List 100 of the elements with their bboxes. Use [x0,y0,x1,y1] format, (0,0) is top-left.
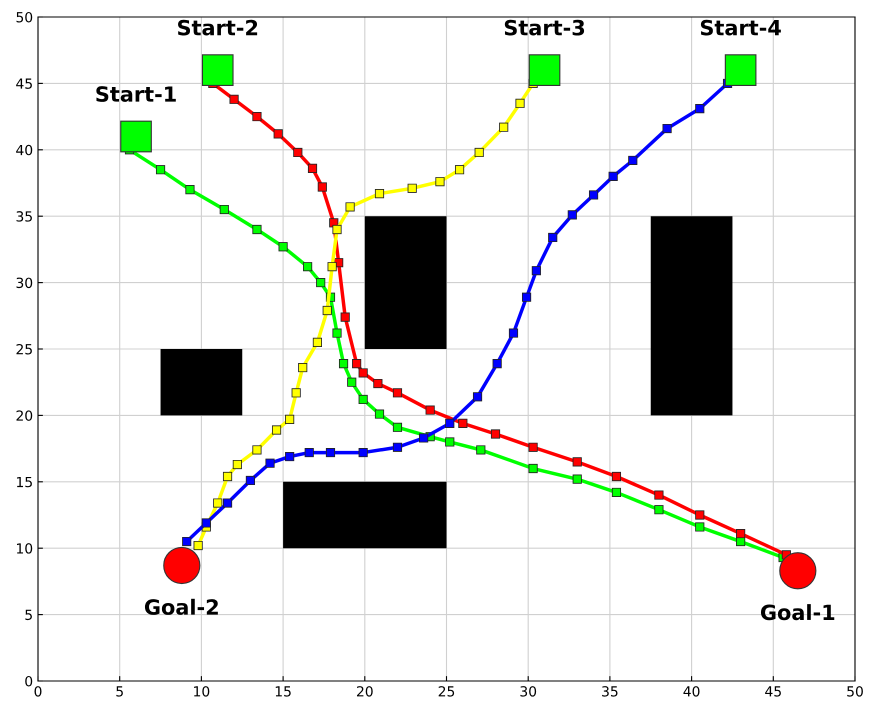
point [220,204,229,214]
point [508,328,518,338]
point [490,429,500,439]
y-tick-label: 10 [16,543,32,554]
point [408,184,417,193]
point [156,165,166,174]
point [222,472,232,482]
annotation: Start-1 [96,86,176,102]
point [328,262,337,272]
point [202,54,234,86]
point [654,490,664,500]
point [654,505,664,514]
point [303,262,312,272]
point [532,266,541,276]
annotation: Start-3 [504,20,584,36]
point [472,392,482,402]
point [499,122,508,132]
point [229,94,239,104]
point [695,510,704,520]
point [232,460,242,470]
point [628,156,638,166]
point [612,472,622,482]
y-tick-label: 15 [16,476,32,488]
point [332,224,342,234]
point [332,328,342,338]
x-tick-label: 35 [602,686,618,697]
point [548,232,558,242]
annotation: Goal-1 [760,604,834,620]
annotation: Start-4 [700,20,781,36]
point [392,422,402,432]
point [285,452,294,462]
point [374,189,384,198]
point [312,338,322,347]
y-tick-label: 45 [16,78,32,89]
point [347,378,356,387]
point [298,363,308,372]
point [522,292,532,302]
x-tick-label: 5 [116,686,123,697]
point [326,448,336,458]
point [222,498,232,508]
point [779,552,816,590]
point [292,388,301,398]
point [308,164,318,173]
point [474,148,484,158]
point [202,518,211,528]
y-tick-label: 35 [16,211,32,222]
point [304,448,314,458]
x-tick-label: 30 [520,686,536,697]
y-tick-label: 40 [16,144,32,156]
point [252,224,262,234]
point [316,278,326,288]
point [435,177,445,186]
point [252,112,262,122]
point [322,306,332,316]
point [392,388,402,398]
point [608,172,618,181]
point [278,242,288,252]
y-tick-label: 20 [16,410,32,421]
point [265,458,275,468]
x-tick-label: 25 [438,686,454,697]
point [528,442,538,452]
point [293,148,302,158]
point [454,165,464,174]
point [568,210,577,220]
point [392,442,402,452]
point [724,54,756,86]
point [736,529,746,538]
point [492,359,502,368]
point [185,185,195,194]
point [588,190,598,200]
point [163,546,200,584]
annotation: Start-2 [178,20,258,36]
point [346,202,355,212]
y-tick-label: 0 [25,676,32,686]
point [358,394,368,404]
point [662,124,672,134]
point [373,378,382,388]
point [338,359,348,368]
point [476,445,486,455]
x-tick-label: 15 [276,686,291,697]
point [120,120,152,152]
point [252,445,262,455]
y-tick-label: 50 [16,12,32,22]
point [182,536,192,546]
point [515,98,525,108]
point [445,418,454,428]
x-tick-label: 45 [765,686,781,697]
point [445,437,454,447]
point [246,476,256,486]
point [374,409,384,419]
point [340,312,350,322]
point [352,359,362,368]
point [272,425,282,435]
point [572,474,582,484]
point [285,414,294,424]
point [358,368,368,378]
point [528,54,560,86]
point [572,457,582,466]
point [358,448,368,458]
x-tick-label: 0 [34,686,42,697]
